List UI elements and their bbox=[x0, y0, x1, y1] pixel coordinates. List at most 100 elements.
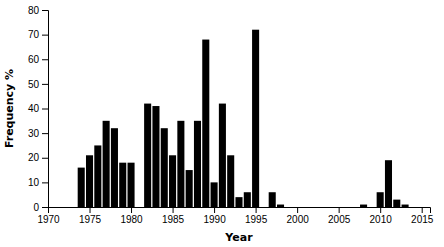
x-tick-mark bbox=[256, 207, 257, 213]
x-tick-mark bbox=[422, 207, 423, 213]
y-tick-label: 80 bbox=[28, 5, 40, 16]
bar bbox=[319, 207, 326, 208]
bar bbox=[152, 106, 159, 207]
x-tick-label: 2005 bbox=[328, 214, 351, 225]
x-tick-label: 1975 bbox=[79, 214, 102, 225]
y-axis: 0 10 20 30 40 50 60 70 80 bbox=[28, 5, 49, 213]
bars bbox=[78, 30, 409, 207]
bar bbox=[385, 160, 392, 207]
x-tick-mark bbox=[173, 207, 174, 213]
x-tick-mark bbox=[131, 207, 132, 213]
x-tick: 1995 bbox=[245, 207, 268, 225]
x-tick: 1980 bbox=[120, 207, 143, 225]
bar bbox=[61, 207, 68, 208]
bar bbox=[161, 128, 168, 207]
y-tick-mark bbox=[42, 35, 48, 36]
y-tick-label: 60 bbox=[28, 54, 40, 65]
bar bbox=[393, 200, 400, 207]
bar bbox=[128, 163, 135, 207]
bar bbox=[377, 192, 384, 207]
x-tick-mark bbox=[380, 207, 381, 213]
x-tick: 1990 bbox=[203, 207, 226, 225]
y-tick: 10 bbox=[28, 177, 48, 188]
bar bbox=[136, 207, 143, 208]
x-tick-mark bbox=[90, 207, 91, 213]
y-tick: 70 bbox=[28, 29, 48, 40]
bar bbox=[219, 104, 226, 207]
x-tick-label: 1980 bbox=[120, 214, 143, 225]
bar bbox=[302, 207, 309, 208]
bar bbox=[327, 207, 334, 208]
y-tick-mark bbox=[42, 84, 48, 85]
y-tick: 50 bbox=[28, 79, 48, 90]
plot: 1970197519801985199019952000200520102015… bbox=[28, 5, 434, 225]
bar bbox=[294, 207, 301, 208]
y-tick: 80 bbox=[28, 5, 48, 16]
x-tick-label: 2010 bbox=[370, 214, 393, 225]
x-tick: 2015 bbox=[411, 207, 434, 225]
bar bbox=[360, 205, 367, 207]
y-tick-label: 50 bbox=[28, 79, 40, 90]
bar bbox=[252, 30, 259, 207]
y-tick-mark bbox=[42, 133, 48, 134]
bar bbox=[343, 207, 350, 208]
x-tick-label: 1995 bbox=[245, 214, 268, 225]
bar bbox=[368, 207, 375, 208]
y-axis-title: Frequency % bbox=[3, 69, 16, 148]
y-tick-mark bbox=[42, 207, 48, 208]
y-tick-mark bbox=[42, 59, 48, 60]
y-tick-mark bbox=[42, 10, 48, 11]
x-axis-title: Year bbox=[224, 231, 253, 244]
x-tick: 1970 bbox=[37, 207, 60, 225]
x-tick-label: 1985 bbox=[162, 214, 185, 225]
bar bbox=[169, 155, 176, 207]
x-tick-label: 2015 bbox=[411, 214, 434, 225]
bar bbox=[410, 207, 417, 208]
bar bbox=[177, 121, 184, 207]
bar bbox=[285, 207, 292, 208]
y-axis-line bbox=[42, 11, 49, 208]
bar bbox=[402, 205, 409, 207]
x-tick: 1975 bbox=[79, 207, 102, 225]
y-tick-mark bbox=[42, 158, 48, 159]
x-axis: 1970 1975 1980 1985 1990 1995 2000 2005 2010 2015 bbox=[37, 207, 433, 225]
x-tick-label: 1970 bbox=[37, 214, 60, 225]
x-tick: 2010 bbox=[370, 207, 393, 225]
chart: 1970197519801985199019952000200520102015… bbox=[0, 0, 444, 247]
bar bbox=[269, 192, 276, 207]
y-tick-label: 30 bbox=[28, 128, 40, 139]
y-tick-label: 0 bbox=[33, 202, 39, 213]
y-tick: 0 bbox=[33, 202, 48, 213]
y-tick-label: 70 bbox=[28, 29, 40, 40]
bar bbox=[111, 128, 118, 207]
y-tick-mark bbox=[42, 182, 48, 183]
y-tick-mark bbox=[42, 109, 48, 110]
x-axis-line bbox=[49, 208, 431, 214]
x-tick-mark bbox=[297, 207, 298, 213]
bar bbox=[235, 197, 242, 207]
bar bbox=[144, 104, 151, 207]
x-tick-label: 1990 bbox=[203, 214, 226, 225]
bar bbox=[310, 207, 317, 208]
x-tick: 1985 bbox=[162, 207, 185, 225]
bar bbox=[202, 40, 209, 207]
bar bbox=[352, 207, 359, 208]
x-tick: 2000 bbox=[287, 207, 310, 225]
x-tick-mark bbox=[339, 207, 340, 213]
y-tick: 60 bbox=[28, 54, 48, 65]
bar bbox=[86, 155, 93, 207]
y-tick: 40 bbox=[28, 103, 48, 114]
y-tick-label: 20 bbox=[28, 152, 40, 163]
bar bbox=[260, 207, 267, 208]
bar bbox=[119, 163, 126, 207]
x-tick-label: 2000 bbox=[287, 214, 310, 225]
bar bbox=[194, 121, 201, 207]
bar bbox=[227, 155, 234, 207]
y-tick-label: 40 bbox=[28, 103, 40, 114]
bar bbox=[244, 192, 251, 207]
y-tick: 20 bbox=[28, 152, 48, 163]
y-tick-label: 10 bbox=[28, 177, 40, 188]
bar bbox=[103, 121, 110, 207]
bar bbox=[186, 170, 193, 207]
bar bbox=[94, 145, 101, 207]
